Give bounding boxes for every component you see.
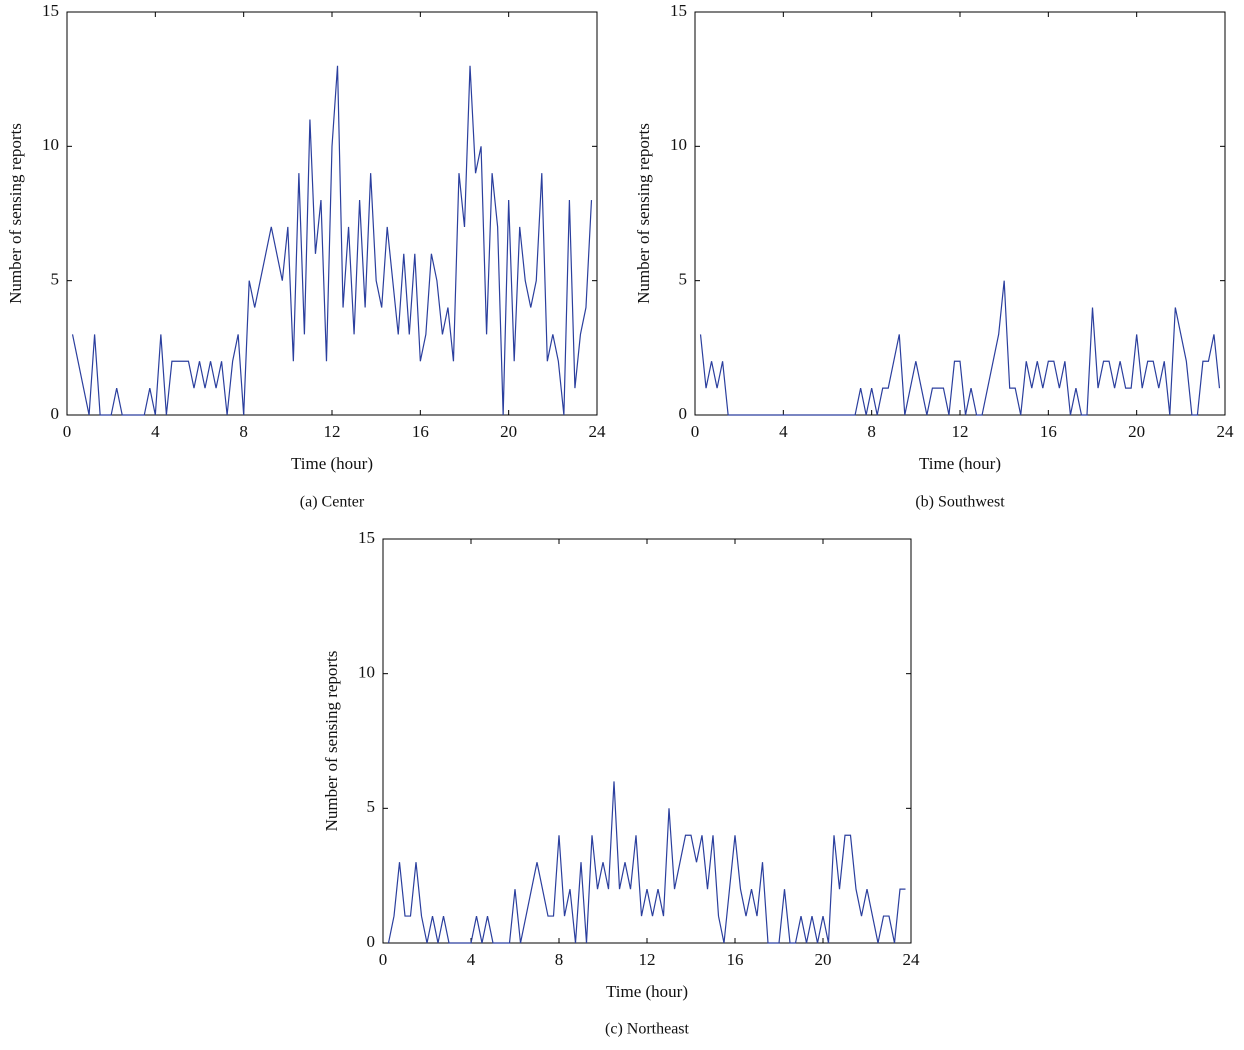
- y-tick-label: 0: [51, 404, 60, 423]
- x-tick-label: 0: [691, 422, 700, 441]
- x-tick-label: 12: [952, 422, 969, 441]
- x-tick-label: 12: [324, 422, 341, 441]
- x-tick-label: 0: [63, 422, 72, 441]
- plot-frame: [66, 11, 598, 416]
- x-tick-label: 4: [151, 422, 160, 441]
- data-line: [71, 65, 593, 416]
- x-tick-label: 20: [500, 422, 517, 441]
- data-line: [699, 280, 1221, 416]
- y-tick-label: 5: [679, 270, 688, 289]
- x-tick-label: 24: [903, 950, 921, 969]
- y-tick-label: 15: [358, 528, 375, 547]
- y-tick-label: 10: [42, 135, 59, 154]
- y-tick-label: 15: [42, 1, 59, 20]
- y-axis-label: Number of sensing reports: [634, 123, 653, 304]
- plot-frame: [694, 11, 1226, 416]
- data-line: [387, 781, 906, 944]
- x-tick-label: 4: [779, 422, 788, 441]
- x-tick-label: 16: [412, 422, 429, 441]
- x-tick-label: 16: [1040, 422, 1057, 441]
- x-tick-label: 24: [589, 422, 607, 441]
- x-tick-label: 8: [555, 950, 564, 969]
- y-tick-label: 10: [358, 663, 375, 682]
- caption: (b) Southwest: [915, 494, 1005, 511]
- x-tick-label: 20: [815, 950, 832, 969]
- y-axis-label: Number of sensing reports: [322, 651, 341, 832]
- y-axis-label: Number of sensing reports: [6, 123, 25, 304]
- x-axis-label: Time (hour): [291, 454, 373, 473]
- caption: (c) Northeast: [605, 1021, 690, 1038]
- y-tick-label: 5: [51, 270, 60, 289]
- x-tick-label: 16: [727, 950, 744, 969]
- x-tick-label: 8: [867, 422, 876, 441]
- y-tick-label: 10: [670, 135, 687, 154]
- y-tick-label: 5: [367, 797, 376, 816]
- x-axis-label: Time (hour): [919, 454, 1001, 473]
- y-tick-label: 0: [367, 932, 376, 951]
- x-tick-label: 4: [467, 950, 476, 969]
- x-axis-label: Time (hour): [606, 982, 688, 1001]
- x-tick-label: 24: [1217, 422, 1235, 441]
- y-tick-label: 15: [670, 1, 687, 20]
- x-tick-label: 12: [639, 950, 656, 969]
- caption: (a) Center: [300, 494, 365, 511]
- y-tick-label: 0: [679, 404, 688, 423]
- x-tick-label: 0: [379, 950, 388, 969]
- x-tick-label: 20: [1128, 422, 1145, 441]
- x-tick-label: 8: [239, 422, 248, 441]
